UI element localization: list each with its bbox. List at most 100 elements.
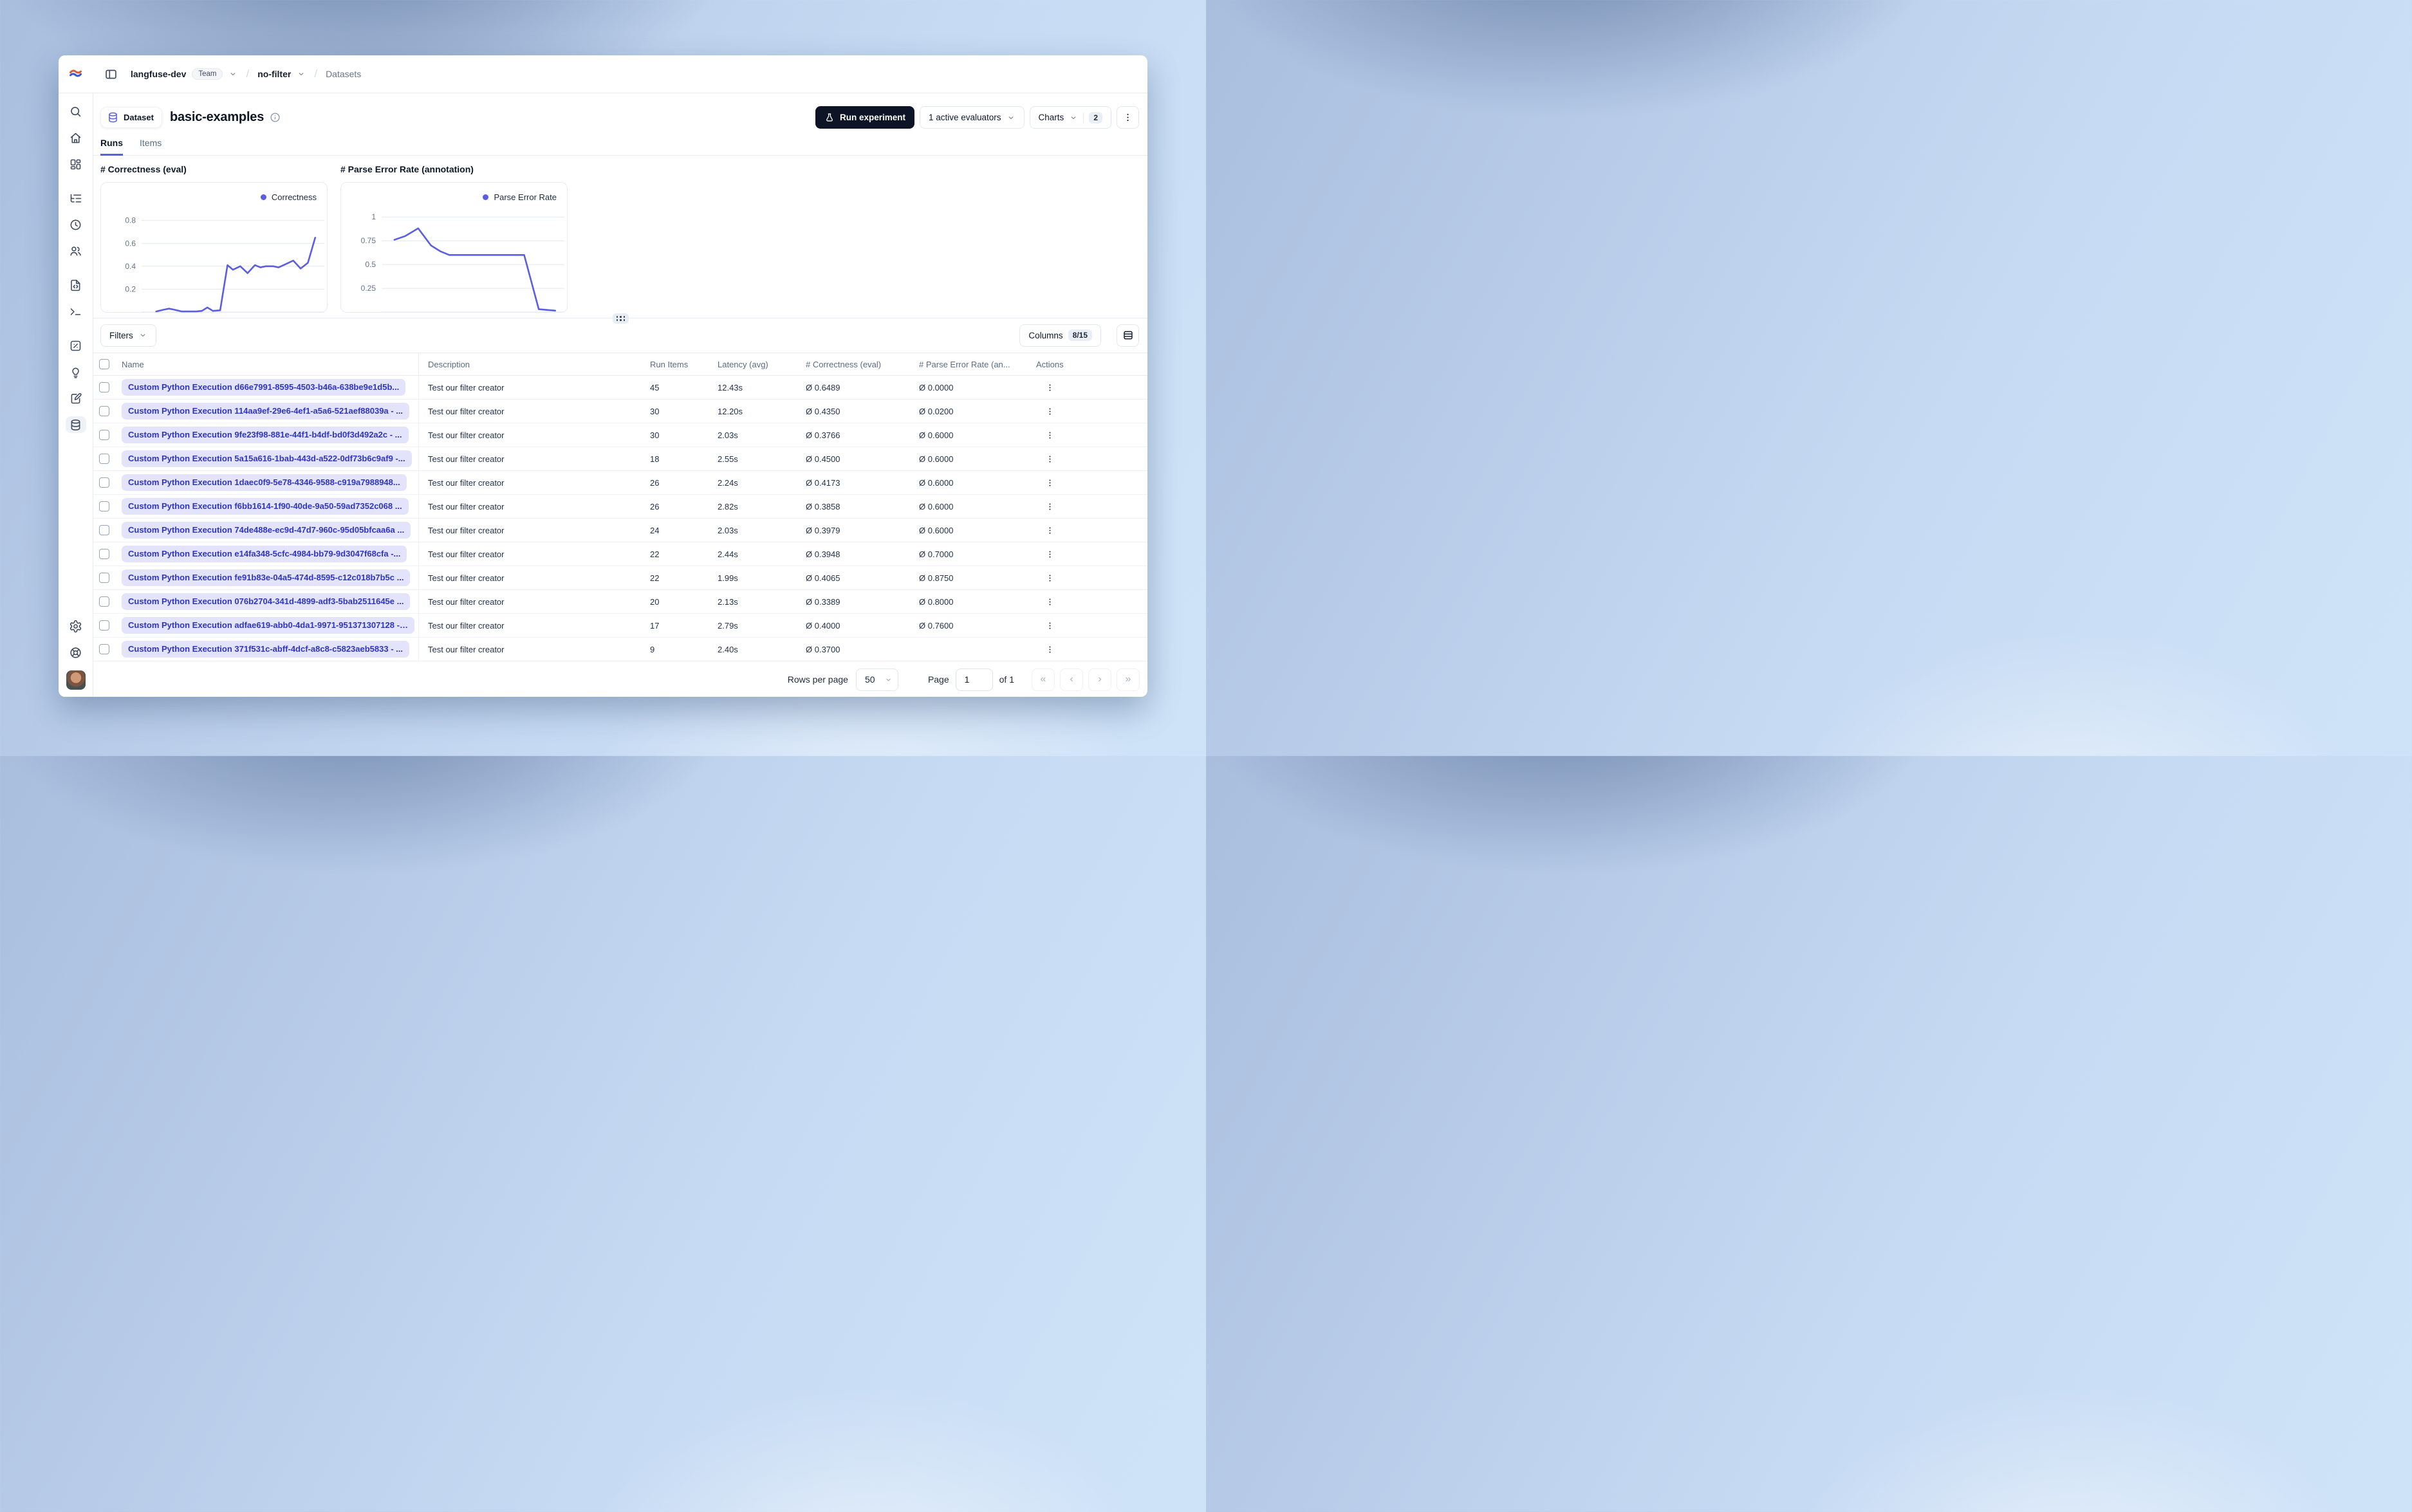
sidebar-item-support[interactable]	[66, 644, 86, 661]
run-description: Test our filter creator	[428, 525, 505, 535]
correctness-value: Ø 0.4065	[806, 573, 840, 583]
row-height-button[interactable]	[1117, 324, 1139, 347]
run-name-link[interactable]: Custom Python Execution 5a15a616-1bab-44…	[122, 450, 412, 468]
rows-per-page-select[interactable]: 50	[855, 668, 898, 691]
resize-grip-handle[interactable]	[613, 313, 629, 324]
sidebar-item-playground[interactable]	[66, 303, 86, 320]
run-name-link[interactable]: Custom Python Execution 1daec0f9-5e78-43…	[122, 474, 407, 492]
latency-value: 2.13s	[718, 596, 738, 607]
sidebar-item-annotation-queues[interactable]	[66, 390, 86, 407]
latency-value: 2.03s	[718, 525, 738, 535]
run-name-link[interactable]: Custom Python Execution e14fa348-5cfc-49…	[122, 546, 407, 563]
columns-button[interactable]: Columns 8/15	[1019, 324, 1101, 347]
sidebar-item-dashboards[interactable]	[66, 156, 86, 172]
sidebar-item-datasets[interactable]	[65, 416, 86, 433]
row-checkbox[interactable]	[99, 596, 109, 607]
sidebar-item-settings[interactable]	[66, 618, 86, 634]
chevron-down-icon[interactable]	[228, 69, 237, 78]
run-name-link[interactable]: Custom Python Execution 114aa9ef-29e6-4e…	[122, 403, 410, 420]
sidebar-item-sessions[interactable]	[66, 216, 86, 233]
tab-bar: Runs Items	[93, 129, 1147, 156]
row-checkbox[interactable]	[99, 620, 109, 631]
run-name-link[interactable]: Custom Python Execution fe91b83e-04a5-47…	[122, 569, 411, 587]
run-name-link[interactable]: Custom Python Execution 371f531c-abff-4d…	[122, 641, 409, 658]
run-name-link[interactable]: Custom Python Execution d66e7991-8595-45…	[122, 379, 406, 396]
row-checkbox[interactable]	[99, 573, 109, 584]
sidebar-item-prompts[interactable]	[66, 277, 86, 293]
run-name-link[interactable]: Custom Python Execution 74de488e-ec9d-47…	[122, 522, 411, 539]
sidebar-item-evaluation[interactable]	[66, 364, 86, 380]
kebab-menu-icon	[1049, 551, 1050, 558]
sidebar-item-users[interactable]	[66, 243, 86, 259]
parse-error-rate-value: Ø 0.6000	[919, 501, 954, 512]
row-checkbox[interactable]	[99, 501, 109, 512]
run-items-value: 17	[650, 620, 660, 631]
column-header-latency: Latency (avg)	[718, 359, 768, 369]
row-actions-button[interactable]	[1041, 617, 1058, 634]
first-page-button[interactable]: «	[1032, 668, 1055, 691]
sidebar-item-search[interactable]	[66, 103, 86, 120]
row-actions-button[interactable]	[1041, 474, 1058, 491]
tab-runs[interactable]: Runs	[100, 138, 123, 156]
latency-value: 1.99s	[718, 573, 738, 583]
filters-button[interactable]: Filters	[100, 324, 156, 347]
column-header-parse-error-rate: # Parse Error Rate (an...	[919, 359, 1010, 369]
table-row: Custom Python Execution adfae619-abb0-4d…	[93, 614, 1147, 638]
sidebar-toggle-button[interactable]	[101, 64, 120, 84]
rows-icon	[1123, 331, 1133, 340]
row-checkbox[interactable]	[99, 382, 109, 393]
langfuse-logo[interactable]	[59, 66, 93, 82]
user-avatar[interactable]	[66, 670, 86, 690]
correctness-value: Ø 0.3766	[806, 430, 840, 440]
row-checkbox[interactable]	[99, 477, 109, 488]
row-checkbox[interactable]	[99, 525, 109, 536]
row-actions-button[interactable]	[1041, 593, 1058, 610]
sidebar-item-tracing[interactable]	[66, 190, 86, 207]
row-actions-button[interactable]	[1041, 427, 1058, 443]
tab-items[interactable]: Items	[140, 138, 162, 148]
row-checkbox[interactable]	[99, 644, 109, 655]
chart-legend: Parse Error Rate	[483, 192, 557, 202]
row-actions-button[interactable]	[1041, 546, 1058, 562]
latency-value: 2.03s	[718, 430, 738, 440]
row-actions-button[interactable]	[1041, 641, 1058, 658]
active-evaluators-dropdown[interactable]: 1 active evaluators	[919, 106, 1025, 129]
chevron-down-icon	[1008, 116, 1014, 119]
breadcrumb-project[interactable]: no-filter	[257, 69, 292, 79]
run-name-link[interactable]: Custom Python Execution adfae619-abb0-4d…	[122, 617, 414, 634]
row-checkbox[interactable]	[99, 549, 109, 560]
parse-error-rate-value: Ø 0.6000	[919, 430, 954, 440]
table-row: Custom Python Execution e14fa348-5cfc-49…	[93, 542, 1147, 567]
chart-parse-error-rate: # Parse Error Rate (annotation) 0.25 0.5 0…	[340, 164, 568, 318]
last-page-button[interactable]: »	[1117, 668, 1140, 691]
info-icon[interactable]	[270, 112, 281, 123]
more-actions-button[interactable]	[1117, 106, 1139, 129]
row-actions-button[interactable]	[1041, 498, 1058, 515]
row-actions-button[interactable]	[1041, 569, 1058, 586]
breadcrumb-section[interactable]: Datasets	[326, 69, 362, 79]
row-checkbox[interactable]	[99, 430, 109, 441]
run-items-value: 22	[650, 549, 660, 559]
charts-dropdown[interactable]: Charts 2	[1029, 106, 1111, 129]
breadcrumb-org[interactable]: langfuse-dev	[131, 69, 187, 79]
row-actions-button[interactable]	[1041, 403, 1058, 419]
run-name-link[interactable]: Custom Python Execution 9fe23f98-881e-44…	[122, 427, 409, 444]
sidebar-item-home[interactable]	[66, 129, 86, 146]
row-actions-button[interactable]	[1041, 522, 1058, 539]
row-actions-button[interactable]	[1041, 450, 1058, 467]
row-checkbox[interactable]	[99, 406, 109, 417]
chevron-down-icon[interactable]	[297, 69, 306, 78]
page-number-input[interactable]	[955, 668, 993, 691]
run-name-link[interactable]: Custom Python Execution 076b2704-341d-48…	[122, 593, 411, 611]
next-page-button[interactable]: ›	[1088, 668, 1111, 691]
row-checkbox[interactable]	[99, 454, 109, 465]
parse-error-rate-value: Ø 0.6000	[919, 477, 954, 488]
sidebar-item-llm-as-judge[interactable]	[66, 337, 86, 354]
correctness-value: Ø 0.3948	[806, 549, 840, 559]
row-actions-button[interactable]	[1041, 379, 1058, 396]
run-experiment-button[interactable]: Run experiment	[815, 106, 914, 129]
select-all-checkbox[interactable]	[99, 359, 109, 370]
run-name-link[interactable]: Custom Python Execution f6bb1614-1f90-40…	[122, 498, 409, 515]
column-header-run-items: Run Items	[650, 359, 689, 369]
prev-page-button[interactable]: ‹	[1060, 668, 1083, 691]
